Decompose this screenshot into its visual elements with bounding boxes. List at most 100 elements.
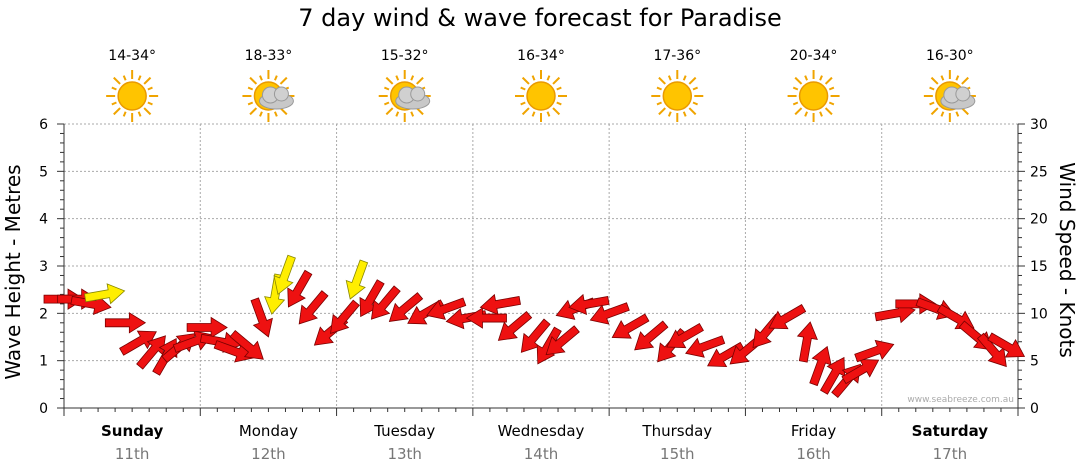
wind-arrow [330, 299, 360, 334]
sun-icon [515, 70, 567, 122]
sun-ray [111, 101, 117, 106]
sun-ray [247, 86, 254, 91]
wind-arrow [359, 279, 385, 318]
sun-ray [682, 111, 687, 117]
sun-cloud-icon [923, 70, 976, 122]
wind-arrow [388, 292, 424, 322]
sun-ray [688, 107, 697, 116]
day-name: Thursday [641, 422, 712, 440]
wind-arrows [43, 254, 1026, 399]
sun-ray [658, 107, 666, 116]
sun-ray [929, 101, 935, 106]
sun-ray [940, 75, 945, 81]
sun-ray [794, 76, 803, 85]
sun-ray [385, 76, 394, 85]
wind-arrow [426, 297, 467, 320]
sun-ray [279, 76, 288, 85]
sun-icon [787, 70, 840, 122]
sun-ray [147, 101, 153, 106]
sun-ray [137, 75, 142, 81]
sun-cloud-icon [242, 70, 295, 122]
right-tick-label: 5 [1030, 354, 1039, 370]
day-temp-range: 15-32° [381, 48, 429, 64]
sun-ray [247, 101, 254, 106]
sun-ray [667, 75, 672, 81]
sun-ray [259, 75, 263, 81]
sun-ray [143, 107, 152, 116]
left-tick-label: 2 [39, 306, 48, 322]
wind-arrow [345, 259, 369, 300]
day-date: 13th [387, 445, 421, 463]
sun-disc [526, 81, 556, 111]
wind-arrow [497, 311, 533, 341]
sun-ray [274, 111, 278, 117]
sun-cloud-icon [378, 70, 431, 122]
wind-arrow [820, 356, 846, 395]
sun-ray [656, 101, 662, 106]
sun-ray [656, 86, 662, 91]
wind-arrow [685, 335, 726, 358]
sun-ray [794, 107, 803, 116]
sun-ray [520, 101, 526, 106]
wind-arrow [568, 293, 610, 316]
sun-ray [955, 75, 960, 81]
day-temp-range: 17-36° [653, 48, 701, 64]
sun-ray [819, 75, 823, 81]
sun-ray [249, 76, 258, 85]
sun-disc [117, 81, 147, 111]
sun-ray [828, 86, 835, 91]
sun-ray [792, 101, 799, 106]
left-tick-label: 3 [39, 259, 48, 275]
sun-ray [521, 107, 530, 116]
sun-ray [824, 76, 833, 85]
day-date: 17th [933, 445, 967, 463]
day-temp-range: 18-33° [245, 48, 293, 64]
right-tick-label: 25 [1030, 164, 1048, 180]
sun-ray [667, 111, 672, 117]
wind-arrow [589, 302, 630, 325]
sun-icon [106, 70, 159, 122]
sun-ray [940, 111, 945, 117]
day-date: 12th [251, 445, 285, 463]
right-tick-label: 20 [1030, 212, 1048, 228]
wind-arrow [634, 320, 669, 351]
day-temp-range: 16-34° [517, 48, 565, 64]
sun-ray [521, 76, 530, 85]
sun-ray [395, 75, 400, 81]
sun-ray [930, 107, 939, 116]
wind-arrow [250, 297, 273, 338]
sun-ray [520, 86, 526, 91]
sun-ray [546, 75, 551, 81]
wind-arrow [229, 329, 264, 360]
wind-arrow [520, 318, 551, 353]
watermark: www.seabreeze.com.au [907, 395, 1014, 405]
left-axis-label: Wave Height - Metres [1, 164, 25, 379]
sun-ray [658, 76, 666, 85]
sun-ray [143, 76, 152, 85]
day-date: 11th [115, 445, 149, 463]
wind-arrow [545, 325, 580, 356]
sun-ray [688, 76, 697, 85]
day-date: 14th [524, 445, 558, 463]
wind-arrow [273, 254, 296, 295]
sun-ray [113, 76, 121, 85]
wind-arrow [370, 285, 401, 320]
day-date: 15th [660, 445, 694, 463]
left-tick-label: 6 [39, 117, 48, 133]
sun-ray [546, 111, 551, 117]
cloud-puff [955, 86, 971, 102]
wind-arrow [768, 304, 807, 330]
day-name: Friday [791, 422, 837, 440]
sun-ray [384, 101, 390, 106]
sun-ray [692, 86, 698, 91]
wind-arrow [841, 359, 880, 385]
sun-ray [259, 111, 263, 117]
sun-ray [122, 111, 127, 117]
sun-ray [111, 86, 117, 91]
wind-arrow [186, 316, 228, 339]
right-tick-label: 30 [1030, 117, 1048, 133]
sun-ray [395, 111, 400, 117]
sun-ray [274, 75, 278, 81]
sun-ray [824, 107, 833, 116]
